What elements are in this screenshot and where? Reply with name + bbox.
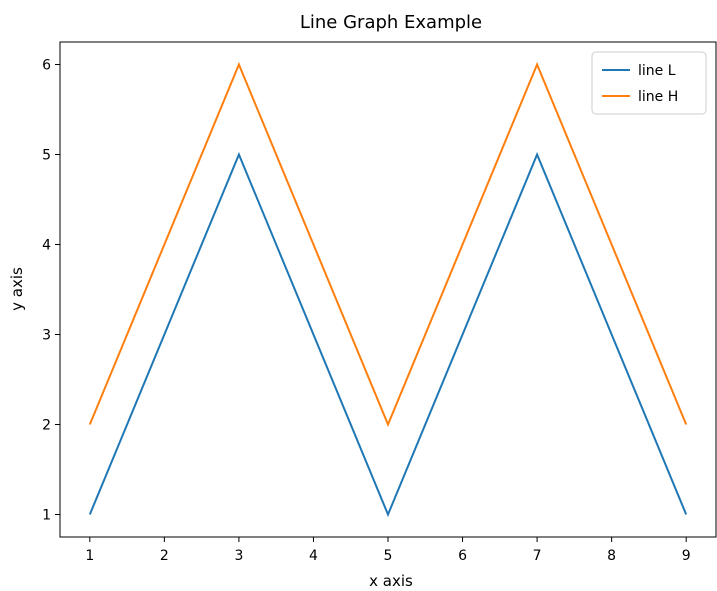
- legend: line L line H: [591, 51, 707, 115]
- x-tick-label: 1: [85, 548, 94, 564]
- x-tick-label: 9: [682, 548, 691, 564]
- x-tick-label: 4: [309, 548, 318, 564]
- y-tick-label: 5: [42, 148, 51, 164]
- series-line-line-h: [88, 61, 688, 428]
- legend-box: [591, 51, 707, 115]
- chart-title: Line Graph Example: [300, 12, 482, 33]
- legend-label-line-l: line L: [638, 63, 676, 79]
- x-tick-label: 8: [607, 548, 616, 564]
- y-tick-label: 2: [42, 418, 51, 434]
- y-axis-label: y axis: [8, 267, 26, 311]
- y-tick-label: 3: [42, 328, 51, 344]
- plot-frame: [59, 41, 717, 538]
- series-line-line-l: [88, 151, 688, 518]
- y-tick-label: 6: [42, 58, 51, 74]
- x-tick-label: 2: [160, 548, 169, 564]
- legend-label-line-h: line H: [638, 89, 678, 105]
- x-axis-ticks: 1 2 3 4 5 6 7 8 9: [85, 537, 691, 564]
- x-tick-label: 6: [458, 548, 467, 564]
- y-axis-ticks: 1 2 3 4 5 6: [42, 58, 60, 524]
- x-tick-label: 7: [533, 548, 542, 564]
- x-tick-label: 3: [234, 548, 243, 564]
- x-axis-label: x axis: [369, 572, 413, 590]
- y-tick-label: 1: [42, 508, 51, 524]
- series-layer: [88, 61, 688, 518]
- x-tick-label: 5: [384, 548, 393, 564]
- y-tick-label: 4: [42, 238, 51, 254]
